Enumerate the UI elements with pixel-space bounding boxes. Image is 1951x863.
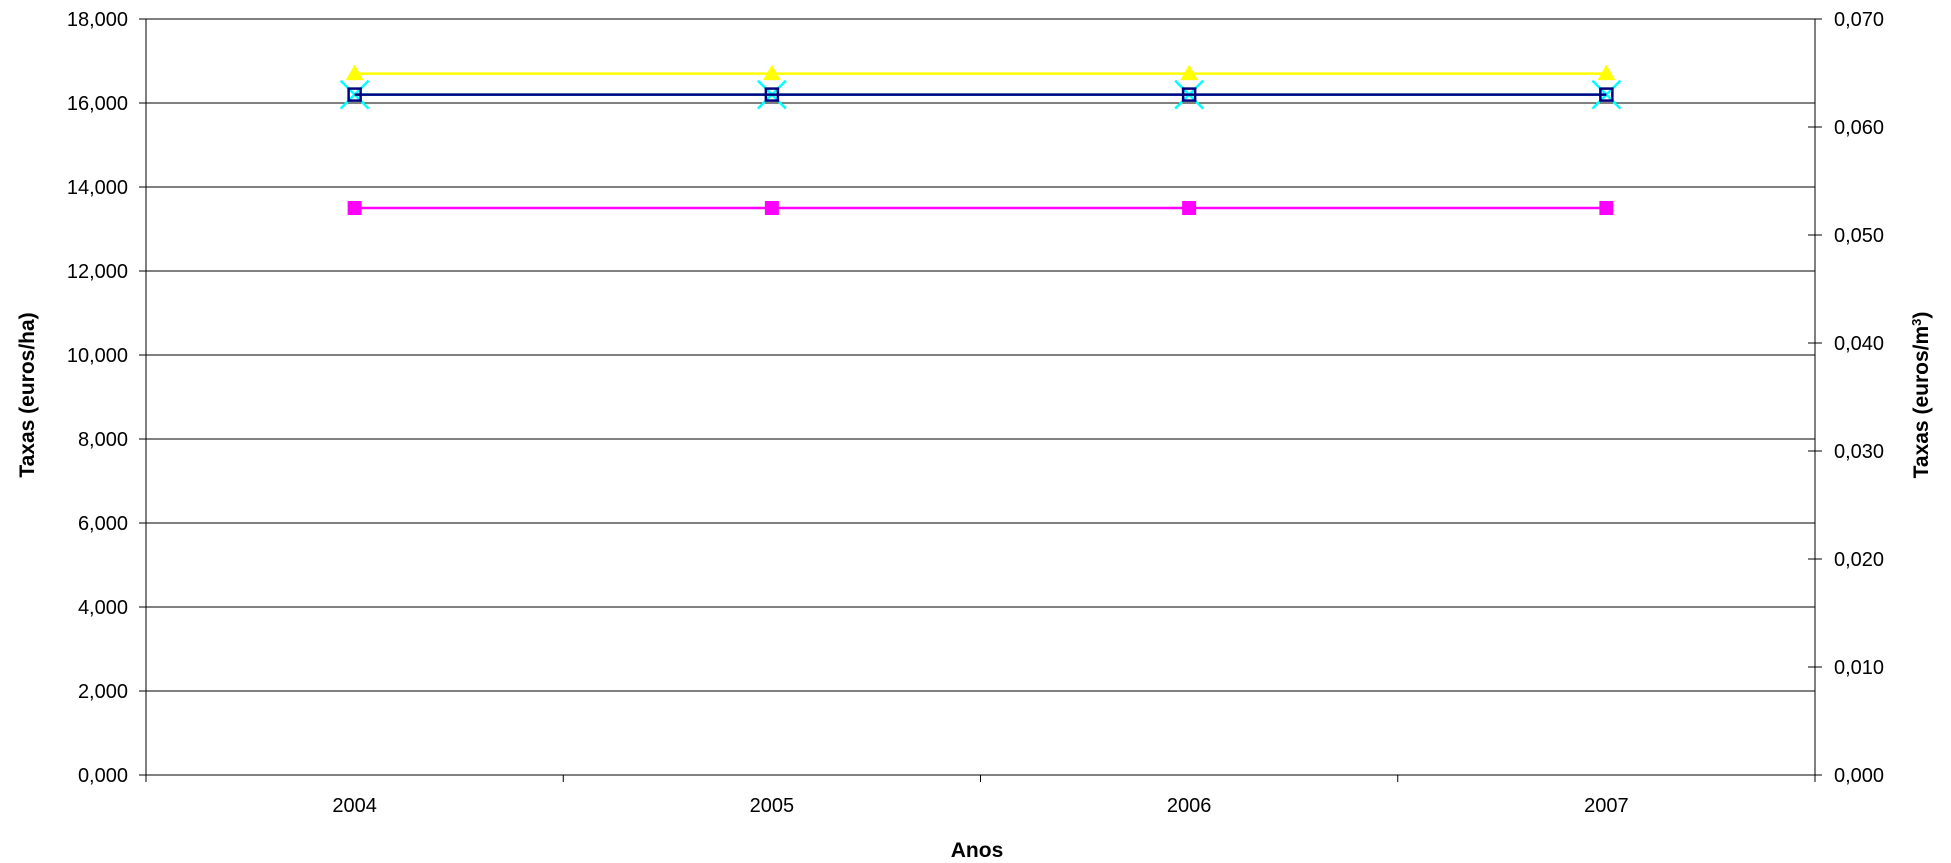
right-y-tick-label: 0,040 bbox=[1834, 333, 1884, 355]
x-tick-label: 2006 bbox=[1167, 795, 1212, 817]
x-marker bbox=[1591, 79, 1622, 110]
right-y-tick-label: 0,020 bbox=[1834, 549, 1884, 571]
right-y-tick-label: 0,030 bbox=[1834, 441, 1884, 463]
x-tick-label: 2005 bbox=[750, 795, 795, 817]
left-y-tick-label: 10,000 bbox=[67, 345, 128, 367]
x-tick-label: 2004 bbox=[332, 795, 377, 817]
right-y-tick-label: 0,060 bbox=[1834, 117, 1884, 139]
left-y-tick-label: 8,000 bbox=[78, 429, 128, 451]
x-tick-label: 2007 bbox=[1584, 795, 1629, 817]
axes bbox=[139, 18, 1822, 782]
right-y-axis-title-superscript: 3 bbox=[1909, 319, 1924, 326]
tick-labels: 0,000 2,000 4,000 6,000 8,000 10,000 12,000 14,… bbox=[67, 9, 1884, 817]
left-y-tick-label: 16,000 bbox=[67, 93, 128, 115]
left-y-axis-title: Taxas (euros/ha) bbox=[16, 312, 39, 477]
series-triangle bbox=[345, 64, 1616, 81]
left-y-tick-label: 14,000 bbox=[67, 177, 128, 199]
triangle-marker bbox=[763, 64, 781, 81]
right-y-axis-title: Taxas (euros/m3) bbox=[1909, 312, 1934, 479]
square-marker bbox=[347, 201, 362, 215]
right-y-axis-title-end: ) bbox=[1910, 312, 1933, 319]
left-y-tick-label: 2,000 bbox=[78, 681, 128, 703]
series-group bbox=[339, 64, 1622, 215]
gridlines bbox=[146, 18, 1815, 692]
left-y-tick-label: 12,000 bbox=[67, 261, 128, 283]
square-marker bbox=[1599, 201, 1614, 215]
right-y-axis-title-main: Taxas (euros/m bbox=[1910, 326, 1933, 479]
square-marker bbox=[764, 201, 779, 215]
hollow-square-marker bbox=[1181, 87, 1197, 102]
triangle-marker bbox=[1597, 64, 1616, 81]
left-y-tick-label: 4,000 bbox=[78, 597, 128, 619]
left-y-tick-label: 0,000 bbox=[78, 765, 128, 787]
right-y-tick-label: 0,070 bbox=[1834, 9, 1884, 31]
hollow-square-marker bbox=[764, 87, 780, 102]
left-y-tick-label: 18,000 bbox=[67, 9, 128, 31]
right-y-tick-label: 0,010 bbox=[1834, 657, 1884, 679]
hollow-square-marker bbox=[347, 87, 362, 102]
square-marker bbox=[1182, 201, 1197, 215]
x-axis-title: Anos bbox=[951, 839, 1004, 862]
hollow-square-marker bbox=[1599, 87, 1614, 102]
right-y-tick-label: 0,050 bbox=[1834, 225, 1884, 247]
triangle-marker bbox=[1180, 64, 1198, 81]
series-square bbox=[347, 201, 1614, 215]
triangle-marker bbox=[345, 64, 364, 81]
left-y-tick-label: 6,000 bbox=[78, 513, 128, 535]
series-hollow-square bbox=[347, 87, 1614, 102]
right-y-tick-label: 0,000 bbox=[1834, 765, 1884, 787]
